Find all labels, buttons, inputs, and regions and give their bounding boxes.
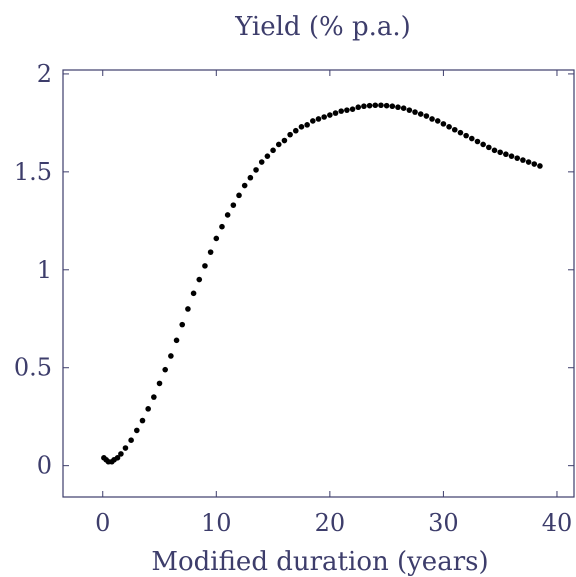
data-point — [224, 212, 231, 218]
data-point — [168, 353, 174, 359]
data-point — [497, 149, 503, 156]
data-point — [451, 126, 458, 133]
x-tick-label: 40 — [542, 509, 573, 537]
data-point — [287, 131, 293, 138]
data-point — [508, 153, 515, 159]
data-point — [190, 290, 197, 297]
data-point — [537, 163, 543, 169]
data-point — [457, 129, 464, 136]
data-point — [292, 127, 299, 134]
data-point — [236, 192, 242, 199]
data-point — [349, 106, 356, 112]
y-tick-label: 0 — [37, 452, 52, 480]
data-point — [332, 110, 339, 116]
x-axis-label: Modified duration (years) — [151, 547, 488, 577]
data-point — [520, 157, 526, 163]
data-point — [196, 276, 203, 283]
data-point — [128, 437, 134, 443]
data-point — [139, 417, 146, 424]
data-point — [344, 107, 350, 113]
data-point — [145, 406, 151, 412]
data-point — [114, 455, 121, 461]
data-point — [264, 153, 271, 159]
data-point — [531, 161, 538, 167]
x-tick-label: 10 — [201, 509, 232, 537]
data-point — [156, 380, 163, 387]
data-point — [179, 321, 186, 328]
data-point — [406, 107, 413, 113]
data-point — [213, 235, 220, 242]
x-tick-label: 30 — [428, 509, 459, 537]
data-point — [118, 451, 124, 457]
data-point — [372, 102, 379, 109]
data-point — [258, 159, 265, 165]
y-tick-label: 2 — [37, 60, 52, 88]
data-point — [463, 132, 469, 139]
data-point — [185, 306, 191, 312]
data-point — [202, 263, 208, 269]
axis-ticks — [63, 70, 574, 497]
data-point — [474, 138, 481, 145]
data-point — [321, 114, 327, 120]
x-tick-label: 0 — [95, 509, 110, 537]
data-point — [417, 111, 424, 117]
x-tick-label: 20 — [315, 509, 346, 537]
data-point — [219, 223, 225, 230]
data-point — [315, 116, 322, 122]
data-point — [412, 109, 418, 115]
data-point — [383, 102, 390, 109]
chart-title: Yield (% p.a.) — [234, 12, 411, 42]
data-point — [503, 151, 509, 158]
y-tick-label: 0.5 — [14, 354, 52, 382]
data-point — [173, 337, 180, 344]
data-point — [395, 104, 401, 111]
data-point — [151, 394, 157, 400]
data-point — [389, 103, 396, 110]
data-point — [327, 112, 333, 118]
data-point — [247, 174, 254, 181]
data-point — [514, 155, 521, 161]
data-point — [134, 427, 140, 434]
data-point — [310, 118, 316, 124]
data-point — [361, 103, 367, 110]
data-point — [304, 122, 310, 128]
data-point — [275, 141, 282, 148]
tick-labels: 0 10 20 30 40 0 0.5 1 1.5 2 — [14, 60, 572, 537]
data-point — [122, 445, 129, 451]
data-point — [298, 124, 305, 130]
data-point — [241, 182, 248, 189]
data-point — [355, 104, 362, 111]
data-point — [486, 144, 492, 151]
data-point — [446, 124, 452, 130]
data-point — [230, 202, 237, 208]
y-tick-label: 1.5 — [14, 158, 52, 186]
plot-frame — [62, 69, 575, 498]
data-point — [434, 118, 441, 124]
data-point — [162, 366, 168, 373]
data-point — [440, 121, 447, 127]
data-point — [378, 102, 384, 109]
data-point — [338, 108, 345, 114]
y-tick-label: 1 — [37, 256, 52, 284]
data-point — [207, 249, 214, 255]
data-point — [270, 147, 276, 154]
data-point — [281, 137, 288, 144]
data-point — [366, 102, 373, 109]
data-point — [253, 167, 259, 173]
data-point — [429, 116, 435, 122]
data-point — [491, 147, 498, 154]
data-points — [101, 102, 543, 465]
data-point — [400, 105, 407, 111]
data-point — [423, 113, 430, 119]
data-point — [525, 159, 532, 165]
data-point — [469, 135, 475, 142]
data-point — [480, 141, 486, 148]
